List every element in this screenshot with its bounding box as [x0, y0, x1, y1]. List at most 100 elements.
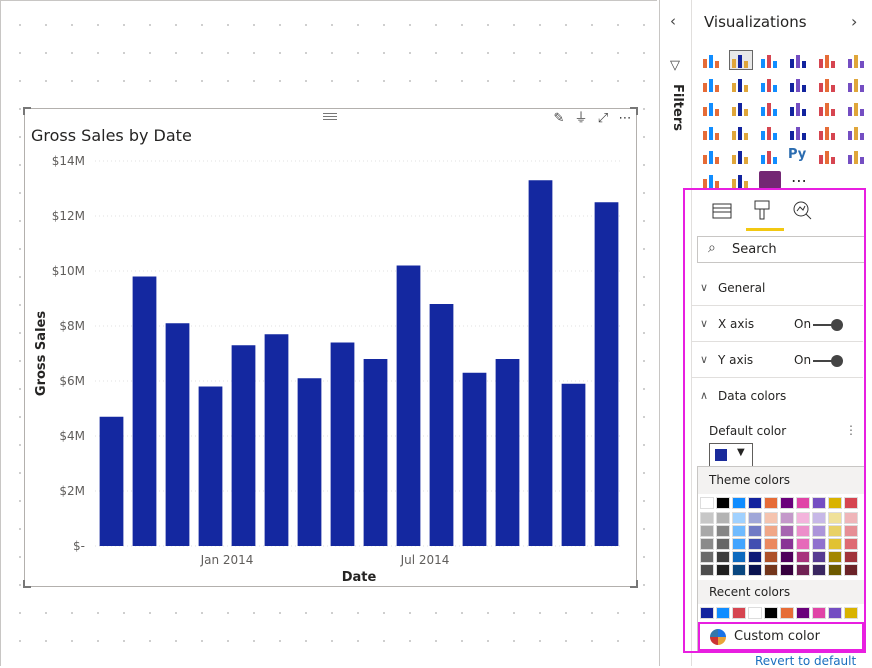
color-swatch[interactable]: [812, 538, 826, 550]
color-swatch[interactable]: [780, 497, 794, 509]
color-swatch[interactable]: [764, 512, 778, 524]
drag-handle[interactable]: [323, 113, 337, 114]
color-swatch[interactable]: [764, 538, 778, 550]
resize-handle[interactable]: [23, 107, 25, 115]
clustered-column-icon[interactable]: [729, 50, 753, 70]
powerapps-icon[interactable]: [759, 171, 781, 189]
pie-icon[interactable]: [788, 99, 810, 117]
bar-chart-visual[interactable]: ✎ ⏚ ⤢ ⋯ $- $2M $4M $6M $8M $10M $12M $14M Jan 20…: [23, 107, 638, 588]
search-input[interactable]: ⌕ Search: [697, 236, 865, 263]
color-swatch[interactable]: [796, 538, 810, 550]
default-color-dropdown[interactable]: ▼: [709, 443, 753, 467]
color-swatch[interactable]: [716, 525, 730, 537]
scatter-icon[interactable]: [759, 99, 781, 117]
revert-to-default-link[interactable]: Revert to default: [755, 654, 857, 668]
filled-map-icon[interactable]: [730, 123, 752, 141]
color-swatch[interactable]: [828, 551, 842, 563]
card-icon[interactable]: [788, 123, 810, 141]
color-swatch[interactable]: [844, 538, 858, 550]
fields-icon[interactable]: [710, 198, 734, 224]
matrix-icon[interactable]: [759, 147, 781, 165]
stacked-column-icon[interactable]: [788, 51, 810, 69]
filters-pane-collapsed[interactable]: ‹ ▽ Filters: [659, 0, 692, 666]
clustered-bar-icon[interactable]: [759, 51, 781, 69]
donut-icon[interactable]: [817, 99, 839, 117]
color-swatch[interactable]: [716, 512, 730, 524]
arcgis-icon[interactable]: [730, 171, 752, 189]
more-options-icon[interactable]: ⋮: [845, 423, 857, 437]
color-swatch[interactable]: [748, 512, 762, 524]
decomposition-icon[interactable]: [846, 147, 868, 165]
color-swatch[interactable]: [828, 607, 842, 619]
color-swatch[interactable]: [796, 564, 810, 576]
100-column-icon[interactable]: [846, 51, 868, 69]
color-swatch[interactable]: [844, 512, 858, 524]
color-swatch[interactable]: [828, 564, 842, 576]
color-swatch[interactable]: [828, 512, 842, 524]
color-swatch[interactable]: [844, 497, 858, 509]
color-swatch[interactable]: [780, 538, 794, 550]
stacked-area-icon[interactable]: [759, 75, 781, 93]
analytics-icon[interactable]: [790, 198, 814, 224]
color-swatch[interactable]: [732, 564, 746, 576]
line-clustered-icon[interactable]: [817, 75, 839, 93]
color-swatch[interactable]: [748, 538, 762, 550]
section-general[interactable]: ∨ General: [692, 270, 863, 306]
qa-icon[interactable]: [701, 171, 723, 189]
color-swatch[interactable]: [828, 538, 842, 550]
more-visuals-icon[interactable]: ⋯: [791, 171, 807, 190]
format-paintbrush-icon[interactable]: [750, 198, 774, 224]
color-swatch[interactable]: [812, 564, 826, 576]
x-axis-toggle[interactable]: [813, 319, 843, 331]
color-swatch[interactable]: [732, 538, 746, 550]
color-swatch[interactable]: [796, 512, 810, 524]
color-swatch[interactable]: [780, 512, 794, 524]
color-swatch[interactable]: [716, 607, 730, 619]
color-swatch[interactable]: [748, 564, 762, 576]
color-swatch[interactable]: [796, 497, 810, 509]
resize-handle[interactable]: [630, 107, 638, 109]
color-swatch[interactable]: [812, 512, 826, 524]
table-icon[interactable]: [730, 147, 752, 165]
treemap-icon[interactable]: [846, 99, 868, 117]
color-swatch[interactable]: [828, 525, 842, 537]
collapse-chevron-icon[interactable]: ‹: [670, 12, 676, 30]
color-swatch[interactable]: [796, 525, 810, 537]
filters-label[interactable]: Filters: [670, 84, 685, 131]
y-axis-toggle[interactable]: [813, 355, 843, 367]
gauge-icon[interactable]: [759, 123, 781, 141]
color-swatch[interactable]: [748, 607, 762, 619]
color-swatch[interactable]: [780, 564, 794, 576]
slicer-icon[interactable]: [701, 147, 723, 165]
color-swatch[interactable]: [732, 525, 746, 537]
color-swatch[interactable]: [716, 497, 730, 509]
resize-handle[interactable]: [23, 580, 25, 588]
color-swatch[interactable]: [716, 538, 730, 550]
section-data-colors[interactable]: ∧ Data colors: [692, 378, 863, 414]
color-swatch[interactable]: [732, 607, 746, 619]
color-swatch[interactable]: [796, 551, 810, 563]
more-options-icon[interactable]: ⋯: [618, 111, 632, 126]
color-swatch[interactable]: [748, 551, 762, 563]
color-swatch[interactable]: [828, 497, 842, 509]
section-x-axis[interactable]: ∨ X axis On: [692, 306, 863, 342]
color-swatch[interactable]: [764, 551, 778, 563]
color-swatch[interactable]: [780, 607, 794, 619]
color-swatch[interactable]: [700, 551, 714, 563]
custom-color-button[interactable]: Custom color: [698, 622, 864, 651]
resize-handle[interactable]: [23, 107, 31, 109]
resize-handle[interactable]: [636, 580, 638, 588]
color-swatch[interactable]: [844, 607, 858, 619]
key-influencers-icon[interactable]: [817, 147, 839, 165]
100-bar-icon[interactable]: [817, 51, 839, 69]
color-swatch[interactable]: [716, 564, 730, 576]
resize-handle[interactable]: [630, 586, 638, 588]
ribbon-icon[interactable]: [846, 75, 868, 93]
focus-mode-icon[interactable]: ⤢: [597, 111, 609, 126]
line-column-icon[interactable]: [788, 75, 810, 93]
color-swatch[interactable]: [748, 497, 762, 509]
color-swatch[interactable]: [764, 564, 778, 576]
drag-handle[interactable]: [323, 116, 337, 117]
color-swatch[interactable]: [748, 525, 762, 537]
color-swatch[interactable]: [764, 525, 778, 537]
